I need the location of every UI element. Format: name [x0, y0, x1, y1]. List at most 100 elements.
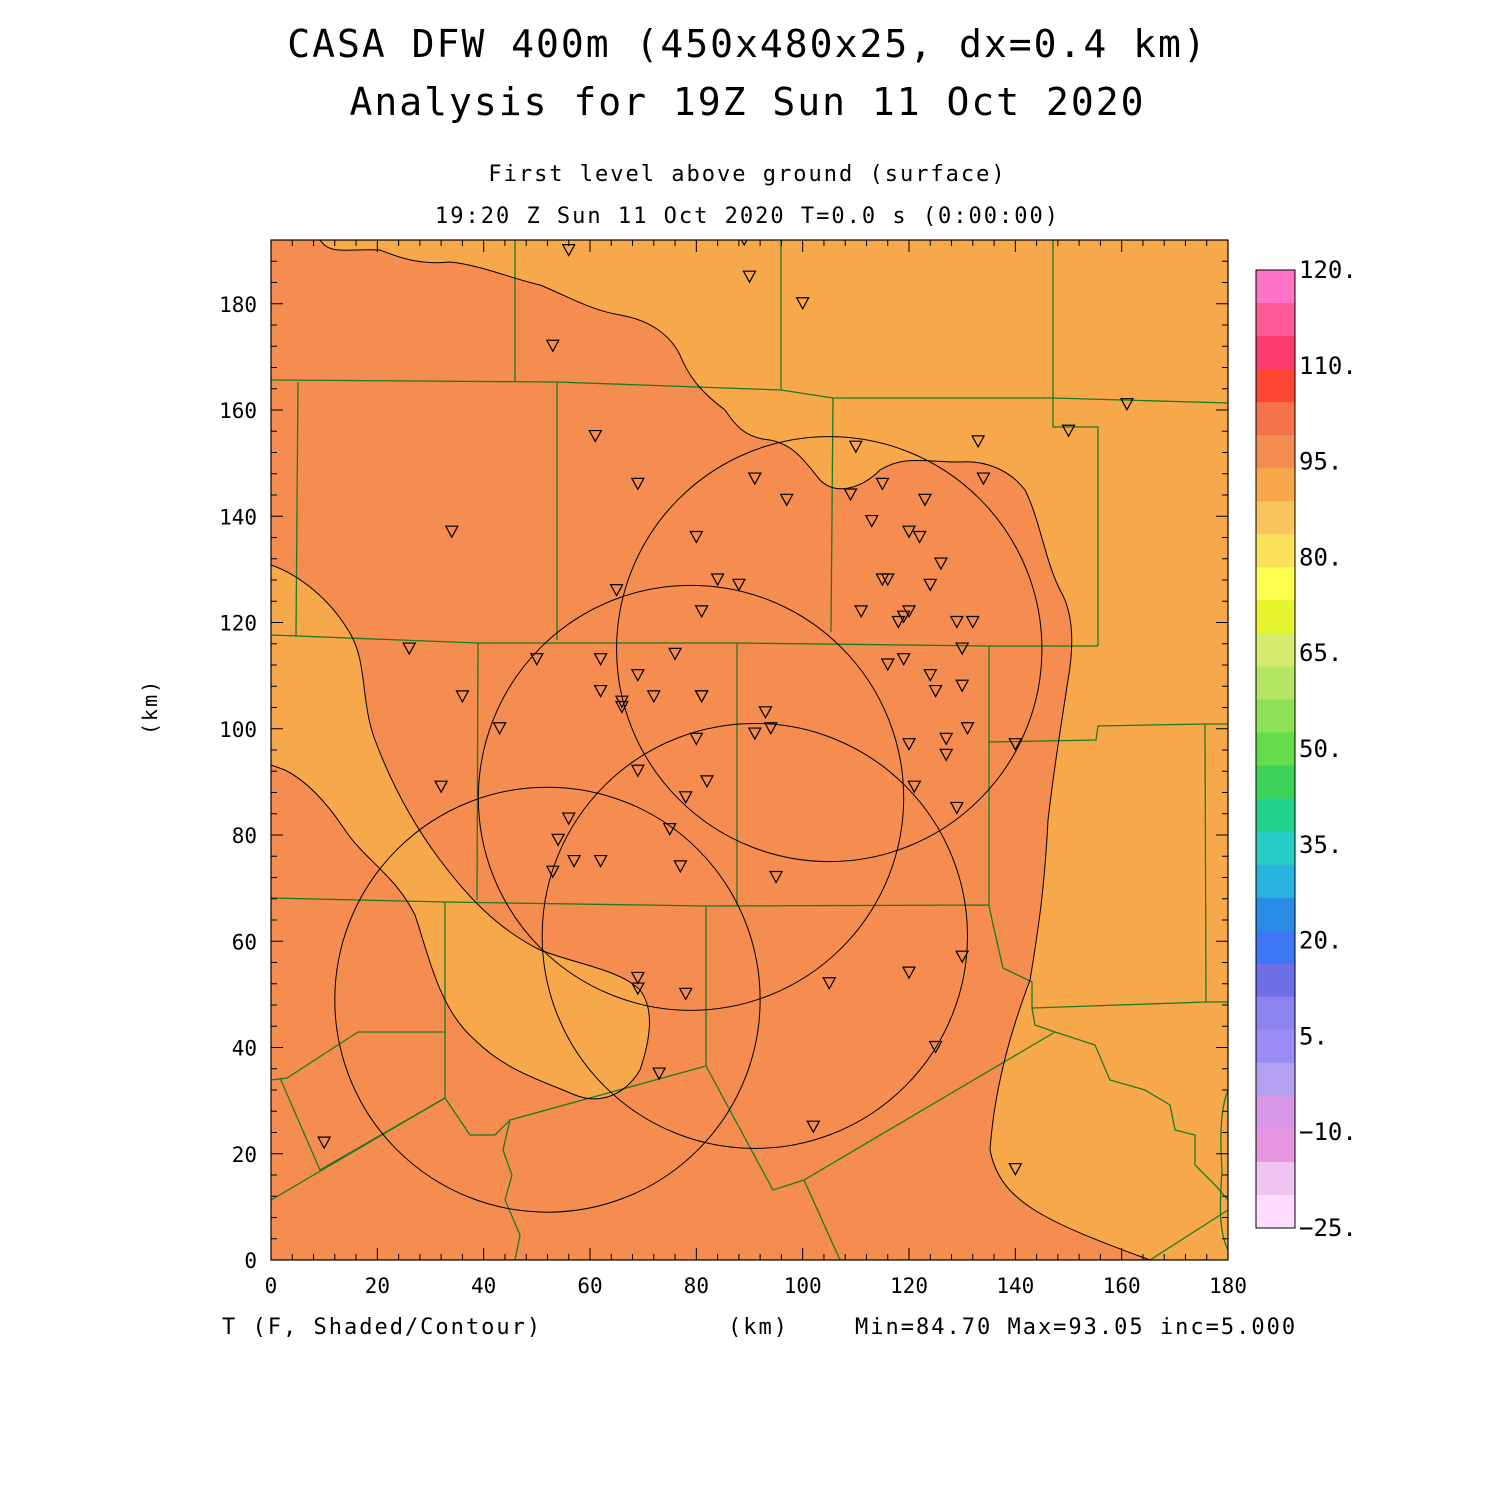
y-axis-label: (km) — [138, 678, 162, 735]
county-boundaries — [271, 240, 1228, 1260]
station-marker — [646, 690, 661, 704]
colorbar-swatch — [1256, 600, 1295, 634]
station-marker — [551, 833, 566, 847]
station-marker — [747, 727, 762, 741]
station-marker — [880, 658, 895, 672]
colorbar-swatch — [1256, 765, 1295, 800]
y-tick-label: 0 — [244, 1249, 257, 1273]
station-marker — [652, 1067, 667, 1081]
colorbar-swatch — [1256, 963, 1295, 998]
station-marker — [662, 823, 677, 836]
station-marker — [912, 530, 927, 544]
radar-range-ring — [477, 584, 905, 1011]
colorbar-swatch — [1256, 831, 1295, 866]
y-tick-label: 40 — [232, 1037, 257, 1061]
y-tick-label: 20 — [232, 1143, 257, 1167]
colorbar-swatch — [1256, 402, 1295, 436]
station-marker — [1008, 1163, 1023, 1176]
radar-range-ring — [541, 722, 968, 1149]
colorbar-swatch — [1256, 1029, 1295, 1064]
station-marker — [630, 669, 645, 682]
station-marker — [854, 605, 869, 619]
colorbar-swatch — [1256, 534, 1295, 568]
radar-coverage-rings — [334, 436, 1043, 1213]
level-subtitle: First level above ground (surface) — [488, 162, 1007, 187]
station-marker — [678, 987, 693, 1001]
radar-range-ring — [616, 436, 1043, 863]
min-max-stats: Min=84.70 Max=93.05 inc=5.000 — [855, 1315, 1298, 1340]
colorbar-swatch — [1256, 468, 1295, 502]
y-tick-label: 80 — [232, 824, 257, 848]
station-marker — [933, 557, 948, 571]
colorbar-label: 20. — [1299, 927, 1342, 955]
station-marker — [678, 791, 693, 805]
station-marker — [694, 605, 709, 619]
colorbar-swatch — [1256, 996, 1295, 1031]
colorbar-swatch — [1256, 1161, 1295, 1196]
station-marker — [923, 669, 938, 682]
station-marker — [901, 738, 917, 751]
colorbar-swatch — [1256, 435, 1295, 469]
station-marker — [901, 966, 917, 980]
colorbar-frame — [1255, 269, 1296, 1229]
colorbar-label: 120. — [1299, 256, 1357, 284]
station-marker — [806, 1120, 821, 1134]
colorbar-swatch — [1256, 699, 1295, 733]
station-marker — [795, 297, 810, 311]
temperature-shading — [271, 240, 1228, 1260]
colorbar-swatch — [1256, 732, 1295, 767]
station-marker — [769, 870, 784, 884]
x-tick-label: 140 — [996, 1274, 1034, 1298]
station-marker — [923, 578, 938, 592]
colorbar-swatch — [1256, 897, 1295, 932]
y-tick-label: 180 — [219, 293, 257, 317]
station-marker — [917, 493, 932, 507]
station-marker — [694, 690, 709, 704]
station-marker — [965, 615, 980, 629]
y-tick-label: 160 — [219, 399, 257, 423]
x-tick-label: 180 — [1209, 1274, 1247, 1298]
x-axis-tick-labels: 0 20 40 60 80 100 120 140 160 180 — [265, 1274, 1247, 1298]
x-tick-label: 20 — [365, 1274, 390, 1298]
variable-label: T (F, Shaded/Contour) — [222, 1315, 543, 1340]
station-marker — [1119, 398, 1134, 411]
station-marker — [630, 477, 645, 491]
station-marker — [455, 690, 470, 704]
station-marker — [928, 1040, 943, 1054]
station-marker — [955, 642, 970, 656]
station-marker — [689, 732, 704, 746]
colorbar-swatch — [1256, 1095, 1295, 1130]
station-marker — [731, 578, 746, 592]
station-marker — [593, 684, 608, 698]
station-marker — [758, 706, 773, 720]
colorbar-swatch — [1256, 864, 1295, 899]
colorbar — [1255, 269, 1296, 1229]
x-tick-label: 100 — [784, 1274, 822, 1298]
colorbar-label: −25. — [1299, 1214, 1357, 1242]
colorbar-label: 80. — [1299, 543, 1342, 571]
station-marker — [891, 615, 906, 629]
colorbar-swatch — [1256, 336, 1295, 370]
y-tick-label: 140 — [219, 505, 257, 529]
colorbar-swatch — [1256, 369, 1295, 403]
colorbar-label: 65. — [1299, 639, 1342, 667]
y-axis-tick-labels: 0 20 40 60 80 100 120 140 160 180 — [219, 293, 257, 1273]
axis-ticks — [270, 239, 1229, 1261]
colorbar-labels: 120. 110. 95. 80. 65. 50. 35. 20. 5. −10. −25. — [1299, 256, 1357, 1242]
station-marker — [402, 642, 417, 656]
station-marker — [593, 854, 608, 868]
station-marker — [843, 488, 858, 502]
time-subtitle: 19:20 Z Sun 11 Oct 2020 T=0.0 s (0:00:00… — [434, 204, 1061, 229]
station-marker — [630, 971, 645, 985]
station-marker — [561, 812, 576, 826]
station-marker — [822, 977, 837, 991]
station-marker — [955, 679, 970, 693]
station-marker — [1061, 424, 1076, 438]
station-marker — [747, 472, 762, 486]
colorbar-label: 35. — [1299, 831, 1342, 859]
observation-stations — [317, 240, 1134, 1176]
colorbar-swatch — [1256, 1194, 1295, 1229]
station-marker — [901, 525, 917, 539]
station-marker — [668, 647, 683, 661]
station-marker — [673, 860, 688, 874]
